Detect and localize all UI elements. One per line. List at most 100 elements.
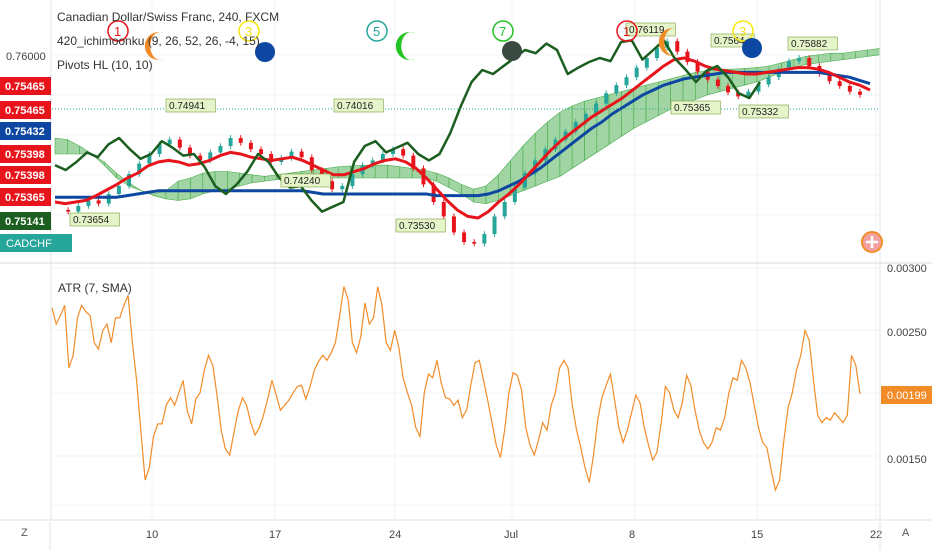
candle-body xyxy=(614,85,619,94)
pivot-tag xyxy=(395,218,446,233)
price-badge-text: 0.75465 xyxy=(5,81,45,93)
candle-body xyxy=(259,149,264,154)
zoom-corner-button[interactable]: Z xyxy=(21,527,28,539)
indicator-pivots-label[interactable]: Pivots HL (10, 10) xyxy=(57,58,153,72)
candle-body xyxy=(451,216,456,233)
cloud-segment xyxy=(842,51,856,60)
candle-body xyxy=(218,146,223,153)
pivot-tag-text: 0.74240 xyxy=(284,176,321,187)
candle-body xyxy=(472,242,477,244)
candle-body xyxy=(492,216,497,234)
pivot-tag xyxy=(165,98,216,113)
pivot-tag-text: 0.75332 xyxy=(742,107,779,118)
candle-body xyxy=(715,79,720,86)
price-badge-text: 0.75398 xyxy=(5,170,45,182)
candle-body xyxy=(208,152,213,161)
pivot-tag-text: 0.7564 xyxy=(714,36,745,47)
candle-body xyxy=(66,210,71,212)
candle-body xyxy=(685,51,690,62)
cloud-segment xyxy=(177,177,191,201)
moon-number-circle xyxy=(366,20,388,42)
pivot-tag-text: 0.75882 xyxy=(791,39,828,50)
moon-number-circle xyxy=(107,20,129,42)
candle-body xyxy=(634,67,639,78)
candle-body xyxy=(756,84,761,92)
crescent-moon-icon xyxy=(395,31,415,61)
candle-body xyxy=(512,187,517,202)
price-badge xyxy=(0,212,51,230)
price-badge-text: 0.75465 xyxy=(5,105,45,117)
full-moon-icon xyxy=(255,42,275,62)
add-button[interactable] xyxy=(861,231,883,253)
price-badge xyxy=(0,145,51,163)
candle-body xyxy=(228,138,233,146)
crescent-moon-icon xyxy=(658,27,678,57)
atr-axis-tick-150: 0.00150 xyxy=(887,454,927,466)
full-moon-icon xyxy=(742,38,762,58)
price-badge xyxy=(0,101,51,119)
candle-body xyxy=(86,200,91,206)
pivot-tag xyxy=(280,173,331,188)
time-axis[interactable]: 10 17 24 Jul 8 15 22 xyxy=(146,529,882,541)
atr-current-badge xyxy=(881,386,932,404)
candle-body xyxy=(137,163,142,174)
atr-pane xyxy=(51,286,861,492)
candle-body xyxy=(76,206,81,212)
plus-icon xyxy=(866,236,878,248)
candle-body xyxy=(106,194,111,204)
candle-body xyxy=(187,147,192,156)
candle-body xyxy=(786,61,791,70)
pivot-tag xyxy=(670,100,721,115)
candle-body xyxy=(654,47,659,58)
moon-number-circle xyxy=(492,20,514,42)
pivot-tag-text: 0.74016 xyxy=(337,101,374,112)
candle-body xyxy=(797,58,802,62)
candle-body xyxy=(695,62,700,72)
candle-body xyxy=(847,86,852,92)
cloud-segment xyxy=(374,164,388,179)
candle-body xyxy=(726,86,731,93)
candle-body xyxy=(573,122,578,132)
cloud-segment xyxy=(744,67,758,86)
candle-body xyxy=(522,173,527,188)
cloud-segment xyxy=(190,172,204,200)
chart-title: Canadian Dollar/Swiss Franc, 240, FXCM xyxy=(57,10,279,24)
candle-body xyxy=(127,174,132,186)
candle-body xyxy=(644,58,649,68)
price-axis-top-label: 0.76000 xyxy=(6,51,46,63)
candle-body xyxy=(736,92,741,97)
atr-label[interactable]: ATR (7, SMA) xyxy=(58,281,132,295)
moon-number-circle xyxy=(732,20,754,42)
candle-body xyxy=(391,149,396,154)
candle-body xyxy=(238,138,243,143)
price-badge-text: 0.75365 xyxy=(5,192,45,204)
candle-body xyxy=(380,154,385,161)
symbol-badge-bg xyxy=(0,234,72,252)
cloud-segment xyxy=(251,174,265,184)
candle-body xyxy=(269,154,274,162)
cloud-segment xyxy=(818,52,832,64)
tenkan-line xyxy=(54,56,871,220)
candle-body xyxy=(594,103,599,114)
symbol-badge[interactable]: CADCHF xyxy=(0,234,72,252)
candle-body xyxy=(675,41,680,52)
candle-body xyxy=(441,202,446,217)
time-tick-label: 10 xyxy=(146,529,158,541)
pivot-tag xyxy=(69,212,120,227)
candle-body xyxy=(462,232,467,242)
candle-body xyxy=(116,186,121,194)
moon-number-circle xyxy=(238,20,260,42)
moon-number: 3 xyxy=(739,24,746,39)
indicator-ichimoku-label[interactable]: 420_ichimoonku (9, 26, 52, 26, -4, 15) xyxy=(57,34,260,48)
cloud-segment xyxy=(54,137,68,155)
candle-body xyxy=(340,186,345,190)
cloud-segment xyxy=(399,166,413,179)
price-badges: 0.75465 0.75465 0.75432 0.75398 0.75398 0.753… xyxy=(0,77,51,230)
price-badge xyxy=(0,122,51,140)
auto-scale-button[interactable]: A xyxy=(902,527,910,539)
pivot-tag-text: 0.76119 xyxy=(629,25,665,36)
price-badge xyxy=(0,188,51,206)
moon-number: 3 xyxy=(245,24,252,39)
pivot-tag xyxy=(787,36,838,51)
